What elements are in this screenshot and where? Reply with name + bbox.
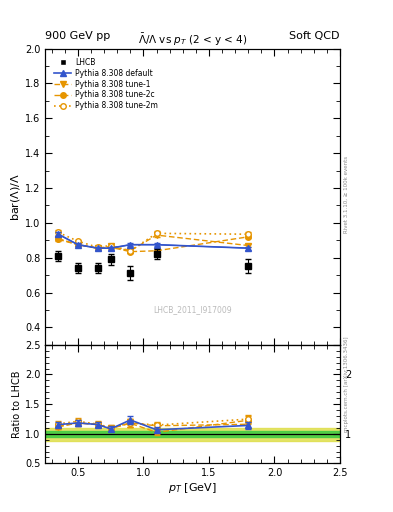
Text: LHCB_2011_I917009: LHCB_2011_I917009	[153, 305, 232, 314]
Y-axis label: bar($\Lambda$)/$\Lambda$: bar($\Lambda$)/$\Lambda$	[9, 173, 22, 221]
Text: Rivet 3.1.10, ≥ 100k events: Rivet 3.1.10, ≥ 100k events	[344, 156, 349, 233]
Title: $\bar{\Lambda}/\Lambda$ vs $p_T$ (2 < y < 4): $\bar{\Lambda}/\Lambda$ vs $p_T$ (2 < y …	[138, 32, 247, 49]
X-axis label: $p_T$ [GeV]: $p_T$ [GeV]	[168, 481, 217, 495]
Y-axis label: Ratio to LHCB: Ratio to LHCB	[12, 370, 22, 438]
Text: 900 GeV pp: 900 GeV pp	[45, 31, 110, 41]
Text: mcplots.cern.ch [arXiv:1306.3436]: mcplots.cern.ch [arXiv:1306.3436]	[344, 336, 349, 432]
Text: Soft QCD: Soft QCD	[290, 31, 340, 41]
Legend: LHCB, Pythia 8.308 default, Pythia 8.308 tune-1, Pythia 8.308 tune-2c, Pythia 8.: LHCB, Pythia 8.308 default, Pythia 8.308…	[52, 55, 160, 113]
